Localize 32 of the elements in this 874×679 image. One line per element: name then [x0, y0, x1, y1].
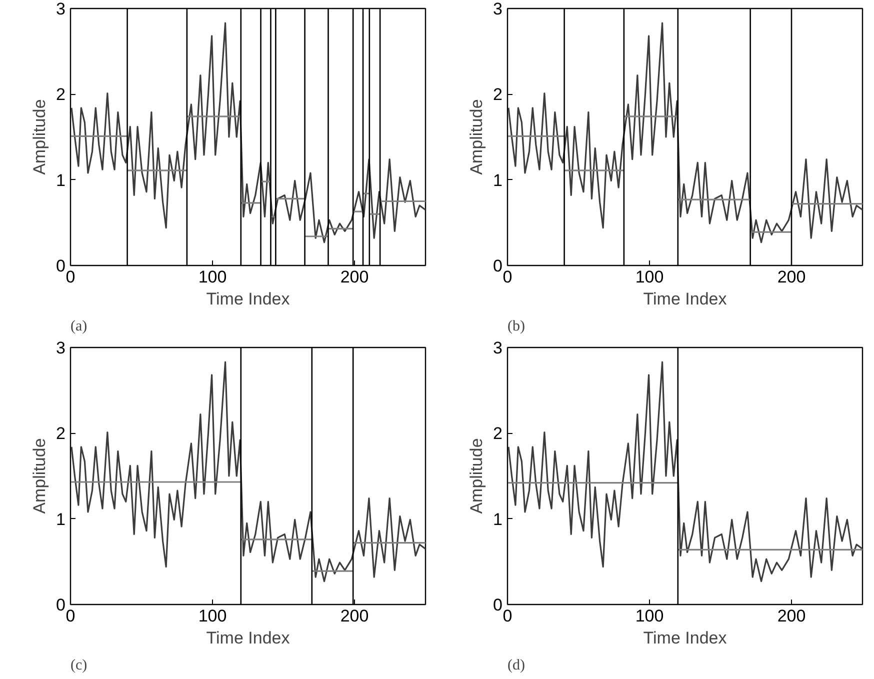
y-tick-label: 2: [56, 85, 66, 104]
y-tick-label: 1: [493, 510, 503, 529]
y-axis-title: Amplitude: [30, 438, 50, 514]
y-axis-title: Amplitude: [30, 99, 50, 175]
x-tick-label: 200: [340, 268, 369, 286]
y-tick-label: 3: [56, 0, 66, 18]
x-tick-label: 200: [340, 606, 369, 626]
x-axis-title: Time Index: [643, 628, 728, 648]
y-axis-title: Amplitude: [467, 99, 486, 175]
x-tick-label: 200: [777, 606, 806, 626]
y-tick-label: 2: [493, 424, 503, 444]
y-tick-label: 2: [493, 85, 503, 104]
text: (a): [70, 318, 88, 334]
y-tick-label: 3: [493, 338, 503, 358]
x-tick-label: 100: [198, 268, 227, 286]
text: (d): [508, 658, 525, 674]
x-tick-label: 100: [635, 606, 664, 626]
x-tick-label: 200: [777, 268, 806, 286]
y-tick-label: 1: [493, 170, 503, 190]
text: (c): [70, 658, 88, 674]
x-tick-label: 100: [635, 268, 664, 286]
y-tick-label: 3: [56, 338, 66, 358]
x-axis-title: Time Index: [643, 290, 728, 308]
y-tick-label: 3: [493, 0, 503, 18]
y-tick-label: 1: [56, 510, 66, 529]
x-tick-label: 100: [198, 606, 227, 626]
x-axis-title: Time Index: [206, 628, 290, 648]
y-tick-label: 1: [56, 170, 66, 190]
x-axis-title: Time Index: [206, 290, 290, 308]
y-tick-label: 2: [56, 424, 66, 444]
text: (b): [508, 318, 525, 334]
y-axis-title: Amplitude: [467, 438, 486, 514]
